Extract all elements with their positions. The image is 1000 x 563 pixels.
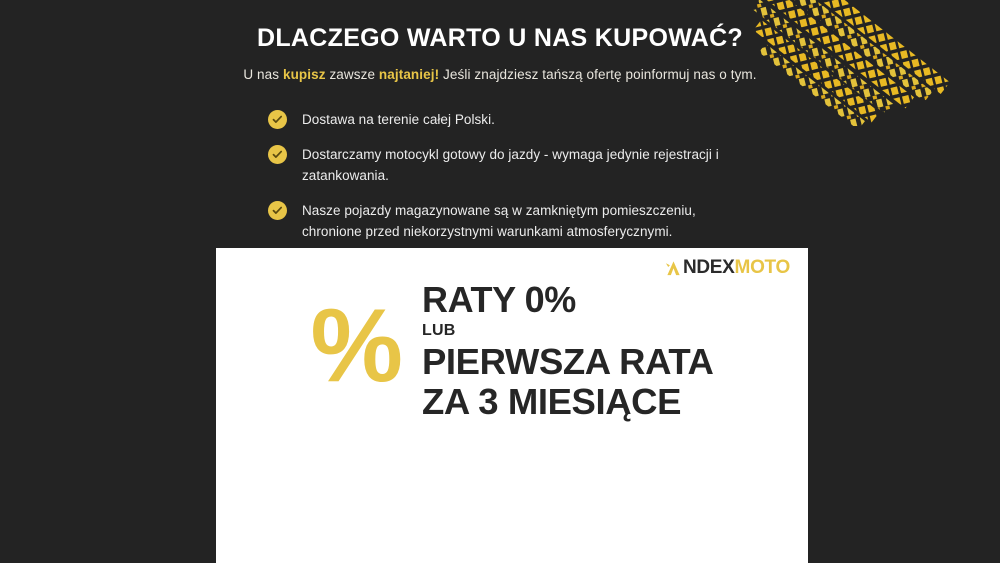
benefit-text: Dostawa na terenie całej Polski. (302, 112, 495, 127)
benefits-list: Dostawa na terenie całej Polski. Dostarc… (268, 110, 738, 243)
promo-card: NDEX MOTO % RATY 0% LUB PIERWSZA RATA ZA … (216, 248, 808, 563)
subtitle-part-1: U nas (243, 67, 283, 82)
percent-symbol: % (310, 288, 403, 404)
benefit-text: Nasze pojazdy magazynowane są w zamknięt… (302, 202, 696, 239)
promo-headline-lub: LUB (421, 321, 456, 339)
list-item: Dostawa na terenie całej Polski. (268, 110, 738, 131)
check-circle-icon (268, 144, 287, 164)
logo-text-andex: NDEX (682, 257, 735, 278)
subtitle-highlight-kupisz: kupisz (282, 67, 326, 82)
list-item: Dostarczamy motocykl gotowy do jazdy - w… (268, 144, 738, 187)
brand-logo[interactable]: NDEX MOTO (665, 257, 790, 279)
promo-headline-lines: RATY 0% LUB PIERWSZA RATA ZA 3 MIESIĄCE (422, 280, 714, 422)
promo-headline-block: % RATY 0% LUB PIERWSZA RATA ZA 3 MIESIĄC… (216, 280, 808, 422)
andex-a-mark-icon (665, 260, 680, 275)
check-circle-icon (268, 200, 287, 220)
subtitle-part-2: zawsze (325, 67, 379, 82)
promo-headline-pierwsza-rata: PIERWSZA RATA (421, 340, 714, 382)
subtitle-part-3: Jeśli znajdziesz tańszą ofertę poinformu… (439, 67, 757, 82)
check-circle-icon (268, 110, 287, 129)
promo-headline-raty: RATY 0% (421, 279, 576, 320)
page-title: DLACZEGO WARTO U NAS KUPOWAĆ? (256, 24, 743, 52)
logo-text-moto: MOTO (734, 257, 791, 278)
subtitle-highlight-najtaniej: najtaniej! (378, 67, 440, 82)
page-subtitle: U nas kupisz zawsze najtaniej! Jeśli zna… (0, 67, 1000, 82)
tire-track-icon (752, 0, 950, 126)
list-item: Nasze pojazdy magazynowane są w zamknięt… (268, 200, 738, 243)
promo-headline-za-3-miesiace: ZA 3 MIESIĄCE (421, 381, 682, 423)
benefit-text: Dostarczamy motocykl gotowy do jazdy - w… (302, 146, 719, 183)
